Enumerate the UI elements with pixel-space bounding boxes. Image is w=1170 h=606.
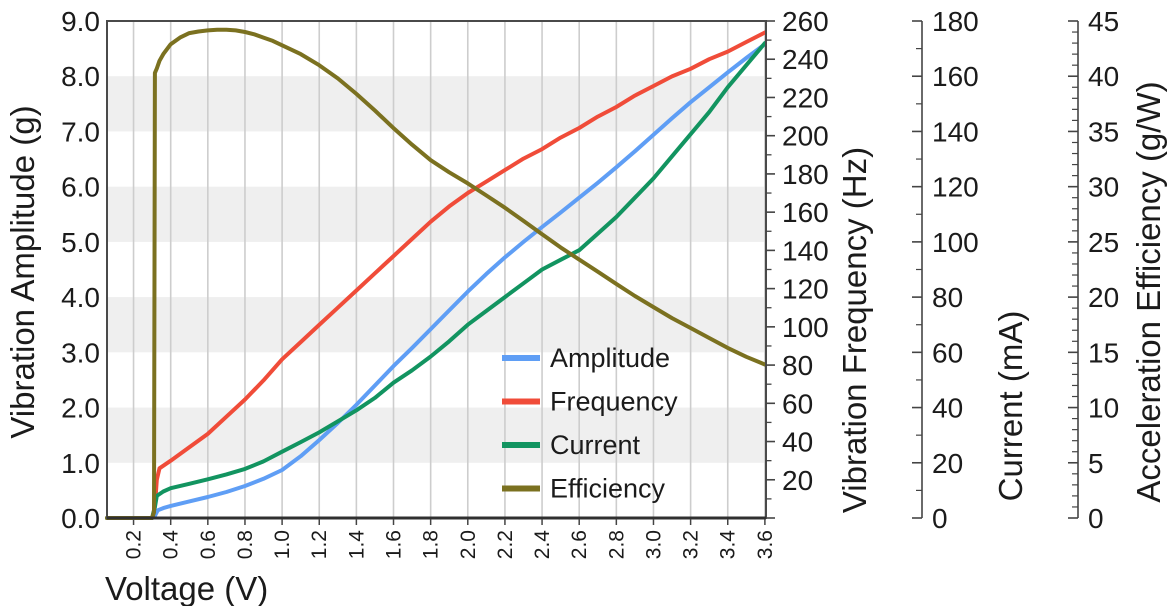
amplitude-tick-label: 3.0 [61, 337, 100, 368]
amplitude-tick-label: 4.0 [61, 282, 100, 313]
current-tick-label: 160 [932, 61, 979, 92]
efficiency-tick-label: 30 [1088, 172, 1119, 203]
frequency-tick-label: 180 [782, 159, 829, 190]
current-tick-label: 180 [932, 6, 979, 37]
frequency-tick-label: 120 [782, 274, 829, 305]
amplitude-axis-title: Vibration Amplitude (g) [4, 105, 41, 438]
efficiency-tick-label: 5 [1088, 448, 1104, 479]
legend-label-efficiency: Efficiency [550, 474, 666, 504]
amplitude-tick-label: 0.0 [61, 503, 100, 534]
x-tick-label: 3.4 [717, 530, 740, 560]
frequency-tick-label: 40 [782, 427, 813, 458]
frequency-tick-label: 20 [782, 465, 813, 496]
x-tick-label: 0.4 [160, 530, 183, 560]
current-tick-label: 100 [932, 227, 979, 258]
frequency-tick-label: 100 [782, 312, 829, 343]
x-tick-label: 1.4 [345, 530, 368, 560]
efficiency-tick-label: 40 [1088, 61, 1119, 92]
current-tick-label: 60 [932, 337, 963, 368]
frequency-tick-label: 80 [782, 350, 813, 381]
efficiency-tick-label: 15 [1088, 337, 1119, 368]
x-tick-label: 0.6 [197, 530, 220, 559]
current-tick-label: 80 [932, 282, 963, 313]
x-tick-label: 2.4 [531, 530, 554, 560]
frequency-tick-label: 220 [782, 82, 829, 113]
x-axis-title: Voltage (V) [105, 570, 268, 606]
series-efficiency-line [105, 27, 767, 520]
x-tick-label: 1.6 [383, 530, 406, 559]
efficiency-tick-label: 0 [1088, 503, 1104, 534]
x-tick-label: 3.6 [754, 530, 777, 559]
legend-label-frequency: Frequency [550, 387, 678, 417]
current-tick-label: 0 [932, 503, 948, 534]
amplitude-tick-label: 1.0 [61, 448, 100, 479]
efficiency-tick-label: 45 [1088, 6, 1119, 37]
x-tick-label: 1.2 [308, 530, 331, 559]
x-tick-label: 0.2 [123, 530, 146, 559]
amplitude-tick-label: 7.0 [61, 116, 100, 147]
frequency-tick-label: 160 [782, 197, 829, 228]
current-axis-title: Current (mA) [992, 311, 1029, 502]
current-tick-label: 20 [932, 448, 963, 479]
series-frequency-line [105, 30, 767, 520]
frequency-axis-title: Vibration Frequency (Hz) [836, 147, 873, 513]
series-amplitude-line [105, 42, 767, 520]
current-tick-label: 140 [932, 116, 979, 147]
amplitude-tick-label: 8.0 [61, 61, 100, 92]
efficiency-tick-label: 20 [1088, 282, 1119, 313]
frequency-tick-label: 140 [782, 235, 829, 266]
efficiency-axis-title: Acceleration Efficiency (g/W) [1130, 81, 1167, 502]
plot-band [107, 186, 766, 242]
plot-band [107, 407, 766, 463]
efficiency-tick-label: 35 [1088, 116, 1119, 147]
frequency-tick-label: 240 [782, 44, 829, 75]
x-tick-label: 3.2 [680, 530, 703, 559]
legend-label-amplitude: Amplitude [550, 343, 670, 373]
x-tick-label: 0.8 [234, 530, 257, 559]
x-tick-label: 1.0 [271, 530, 294, 559]
amplitude-tick-label: 2.0 [61, 393, 100, 424]
x-tick-label: 1.8 [420, 530, 443, 559]
x-tick-label: 2.8 [605, 530, 628, 559]
x-tick-label: 2.0 [457, 530, 480, 559]
current-tick-label: 40 [932, 393, 963, 424]
frequency-tick-label: 200 [782, 121, 829, 152]
amplitude-tick-label: 5.0 [61, 227, 100, 258]
frequency-tick-label: 260 [782, 6, 829, 37]
x-tick-label: 2.6 [568, 530, 591, 559]
legend-label-current: Current [550, 430, 641, 460]
amplitude-tick-label: 6.0 [61, 172, 100, 203]
series-current-line [105, 41, 767, 520]
x-tick-label: 3.0 [642, 530, 665, 559]
efficiency-tick-label: 25 [1088, 227, 1119, 258]
x-tick-label: 2.2 [494, 530, 517, 559]
amplitude-tick-label: 9.0 [61, 6, 100, 37]
efficiency-tick-label: 10 [1088, 393, 1119, 424]
current-tick-label: 120 [932, 172, 979, 203]
frequency-tick-label: 60 [782, 388, 813, 419]
